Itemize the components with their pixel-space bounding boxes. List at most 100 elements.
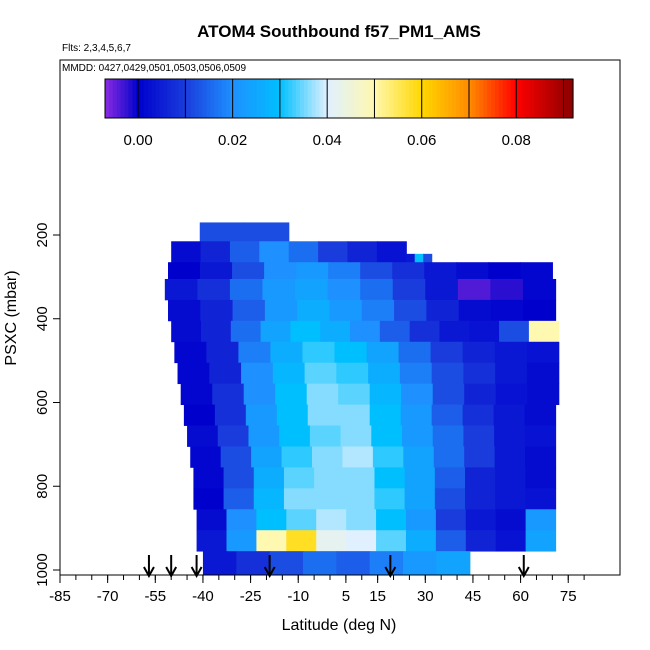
colorbar-segment	[120, 79, 126, 118]
heatmap-cell	[350, 320, 381, 343]
colorbar-segment	[261, 79, 266, 118]
heatmap-cell	[251, 446, 283, 468]
y-tick-label: 400	[34, 306, 51, 331]
x-tick-label: 15	[369, 588, 386, 605]
colorbar-segment	[311, 79, 317, 118]
colorbar-segment	[280, 79, 285, 118]
colorbar-segment	[225, 79, 231, 118]
colorbar-segment	[105, 79, 110, 118]
heatmap-cell	[303, 551, 337, 575]
heatmap-cell	[495, 488, 526, 510]
x-tick-label: 45	[465, 588, 482, 605]
heatmap-cell	[253, 467, 285, 489]
x-tick-label: -25	[240, 588, 262, 605]
heatmap-cell	[336, 362, 369, 385]
heatmap-cell	[495, 467, 526, 489]
heatmap-cell	[302, 341, 336, 364]
heatmap-cell	[196, 530, 228, 552]
colorbar-segment	[479, 79, 484, 118]
heatmap-cell	[187, 425, 219, 447]
heatmap-cell	[423, 253, 433, 263]
heatmap-cell	[168, 262, 201, 280]
colorbar-segment	[549, 79, 555, 118]
y-tick-label: 1000	[34, 553, 51, 586]
heatmap-cell	[464, 446, 496, 468]
colorbar-segment	[358, 79, 363, 118]
colorbar-segment	[151, 79, 157, 118]
heatmap-cell	[180, 383, 213, 405]
dates-note: MMDD: 0427,0429,0501,0503,0506,0509	[62, 63, 246, 74]
heatmap-cell	[520, 262, 553, 280]
colorbar-segment	[483, 79, 488, 118]
latitude-arrow-head	[190, 566, 203, 579]
heatmap-cell	[405, 530, 437, 552]
heatmap-cell	[369, 404, 402, 426]
heatmap-cell	[174, 341, 207, 364]
colorbar-segment	[506, 79, 512, 118]
latitude-arrow-head	[384, 566, 397, 579]
heatmap-cell	[376, 509, 407, 531]
heatmap-cell	[217, 425, 250, 447]
colorbar-segment	[518, 79, 523, 118]
colorbar-segment	[339, 79, 344, 118]
heatmap-cell	[272, 362, 306, 385]
colorbar-segment	[475, 79, 480, 118]
x-tick-label: 5	[342, 588, 350, 605]
colorbar-segment	[108, 79, 114, 118]
heatmap-cell	[306, 383, 339, 405]
latitude-arrow-head	[143, 566, 155, 579]
colorbar-segment	[440, 79, 445, 118]
x-tick-label: -40	[192, 588, 214, 605]
heatmap-cell	[295, 278, 329, 301]
heatmap-cell	[269, 551, 304, 575]
x-axis-label: Latitude (deg N)	[282, 617, 397, 634]
heatmap-cell	[244, 222, 290, 242]
colorbar-segment	[409, 79, 414, 118]
colorbar-segment	[288, 79, 293, 118]
x-tick-label: 30	[417, 588, 434, 605]
heatmap-cell	[177, 362, 210, 385]
colorbar-segment	[420, 79, 426, 118]
heatmap-cell	[465, 467, 496, 489]
heatmap-cell	[374, 467, 406, 489]
colorbar-segment	[424, 79, 430, 118]
heatmap-cell	[392, 278, 426, 301]
heatmap-cell	[193, 467, 225, 489]
heatmap-cell	[499, 320, 530, 343]
y-tick-label: 200	[34, 222, 51, 247]
heatmap-cell	[200, 241, 231, 263]
heatmap-cell	[525, 509, 557, 531]
heatmap-cell	[338, 404, 371, 426]
plot-frame	[59, 59, 621, 576]
heatmap-cell	[495, 509, 527, 531]
heatmap-cell	[399, 362, 433, 385]
heatmap-cell	[465, 530, 497, 552]
heatmap-cell	[526, 341, 560, 364]
heatmap-cell	[493, 404, 526, 426]
colorbar-segment	[229, 79, 235, 118]
heatmap-cell	[236, 551, 271, 575]
x-tick-label: -85	[49, 588, 71, 605]
heatmap-cell	[256, 509, 287, 531]
colorbar-segment	[471, 79, 477, 118]
colorbar: 0.00 0.02 0.04 0.06 0.08	[104, 78, 574, 149]
heatmap-cell	[281, 446, 313, 468]
colorbar-segment	[569, 79, 574, 118]
heatmap-cell	[200, 262, 233, 280]
heatmap-cell	[241, 362, 274, 385]
colorbar-segment	[214, 79, 219, 118]
heatmap-cell	[327, 278, 361, 301]
heatmap-cell	[523, 299, 557, 322]
colorbar-segment	[194, 79, 200, 118]
colorbar-segment	[545, 79, 551, 118]
heatmap-cell	[495, 530, 527, 552]
heatmap-cell	[431, 404, 464, 426]
colorbar-tick-label: 0.00	[123, 132, 152, 149]
colorbar-segment	[385, 79, 391, 118]
heatmap-cell	[283, 488, 315, 510]
colorbar-segment	[522, 79, 527, 118]
heatmap-cell	[270, 341, 304, 364]
heatmap-cell	[229, 241, 260, 263]
colorbar-segment	[463, 79, 469, 118]
heatmap-cell	[495, 362, 528, 385]
